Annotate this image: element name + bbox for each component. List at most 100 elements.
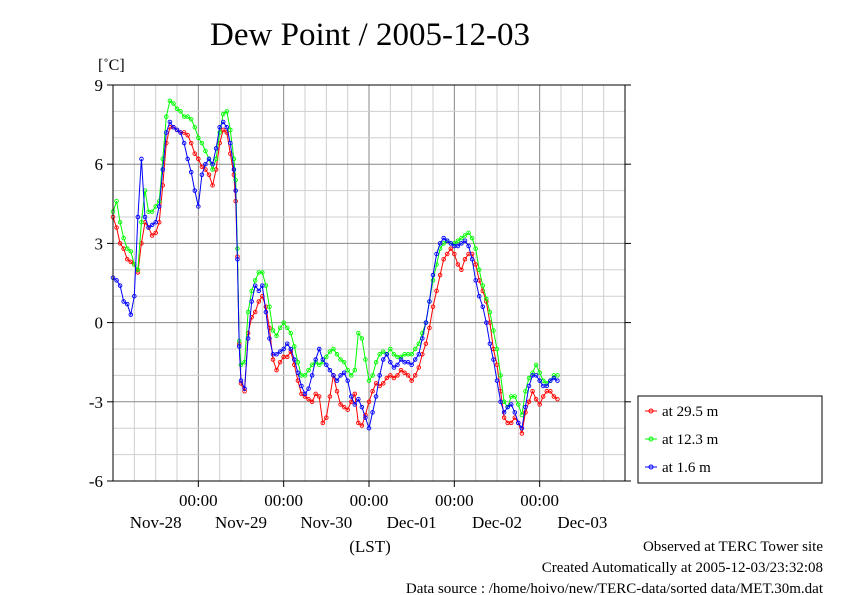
data-point (526, 383, 532, 389)
data-point (281, 346, 286, 352)
footer-site: Observed at TERC Tower site (643, 539, 823, 555)
data-point (548, 378, 553, 383)
data-point (398, 357, 404, 362)
data-point (491, 328, 496, 333)
data-point (146, 225, 151, 230)
data-point (242, 386, 247, 391)
data-point (370, 388, 375, 394)
footer-created: Created Automatically at 2005-12-03/23:3… (542, 560, 823, 576)
data-point (114, 225, 119, 230)
data-point (295, 370, 301, 376)
data-point (267, 304, 272, 310)
data-point (469, 256, 475, 262)
data-point (277, 359, 283, 365)
series-line-0 (112, 126, 558, 434)
data-point (199, 140, 205, 146)
footer: Observed at TERC Tower site Created Auto… (406, 539, 824, 595)
data-point (409, 378, 414, 383)
data-point (455, 238, 461, 244)
data-point (356, 396, 361, 402)
data-point (434, 251, 439, 257)
data-point (526, 399, 532, 405)
data-point (391, 375, 397, 381)
data-point (302, 373, 308, 378)
legend-label: at 29.5 m (662, 404, 719, 420)
data-point (274, 352, 279, 357)
data-point (238, 362, 244, 368)
data-point (363, 357, 368, 362)
data-point (341, 359, 347, 365)
data-point (388, 373, 393, 378)
data-point (473, 278, 478, 283)
data-point (341, 404, 347, 410)
data-point (320, 420, 326, 426)
data-point (192, 151, 198, 156)
data-point (231, 167, 237, 172)
data-point (174, 106, 180, 112)
data-point (139, 220, 144, 225)
data-point (309, 362, 315, 368)
data-point (345, 378, 350, 383)
data-point (171, 124, 176, 130)
x-tick-time-label: 00:00 (520, 491, 559, 510)
data-point (370, 410, 375, 415)
data-point (249, 299, 254, 304)
data-point (224, 109, 230, 114)
data-point (233, 177, 238, 183)
data-point (462, 256, 468, 262)
data-point (260, 270, 265, 275)
data-point (334, 352, 340, 357)
data-point (174, 127, 180, 133)
data-point (274, 333, 279, 339)
data-point (121, 299, 126, 304)
data-point (462, 233, 468, 238)
data-point (412, 373, 418, 378)
data-point (324, 415, 329, 420)
data-point (480, 283, 486, 288)
data-point (199, 172, 205, 178)
data-point (256, 288, 262, 294)
data-point (363, 415, 368, 420)
x-tick-date-label: Dec-02 (472, 513, 522, 532)
data-point (196, 156, 201, 162)
data-point (498, 399, 503, 405)
data-point (341, 370, 347, 376)
data-point (324, 354, 329, 360)
data-point (117, 241, 123, 246)
data-point (213, 146, 219, 151)
data-point (405, 373, 411, 378)
data-point (402, 370, 407, 376)
y-tick-label: 6 (95, 155, 104, 174)
data-point (139, 156, 144, 162)
data-point (455, 243, 461, 249)
data-point (352, 391, 358, 397)
x-tick-time-label: 00:00 (264, 491, 303, 510)
data-point (192, 124, 198, 130)
data-point (384, 352, 390, 357)
data-point (391, 352, 397, 357)
y-unit-label: [˚C] (98, 57, 125, 74)
y-tick-label: -6 (89, 472, 103, 491)
data-point (270, 357, 276, 362)
data-point (459, 267, 464, 273)
data-point (252, 278, 258, 283)
data-point (252, 309, 258, 315)
data-point (277, 325, 283, 331)
data-point (395, 373, 400, 378)
x-tick-date-label: Nov-30 (300, 513, 352, 532)
data-point (313, 357, 318, 362)
data-point (388, 346, 393, 352)
x-axis-label: (LST) (349, 537, 391, 556)
data-point (530, 388, 535, 394)
data-point (395, 362, 400, 368)
data-point (185, 132, 190, 138)
data-point (452, 251, 457, 257)
data-point (487, 341, 493, 346)
data-point (260, 283, 265, 288)
data-point (441, 256, 446, 262)
data-point (380, 357, 386, 362)
data-point (117, 283, 123, 288)
plot-frame (112, 84, 626, 482)
data-point (380, 349, 386, 354)
data-point (427, 299, 432, 304)
